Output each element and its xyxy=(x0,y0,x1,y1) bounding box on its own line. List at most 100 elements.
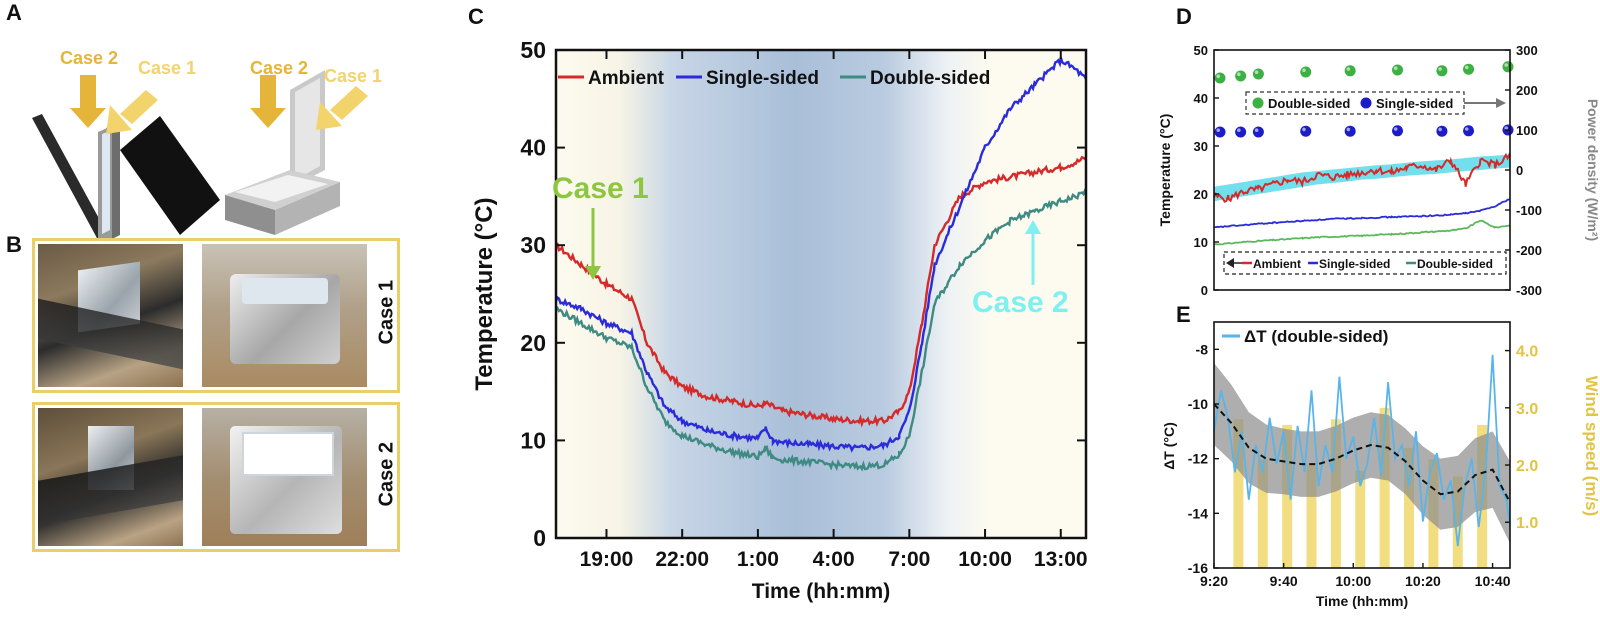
legend-e-delta: ΔT (double-sided) xyxy=(1244,327,1388,346)
chart-d-legend-top: Double-sided Single-sided xyxy=(1245,91,1506,115)
left-device xyxy=(32,114,220,254)
d-y2tick-label: -100 xyxy=(1516,203,1542,218)
d-power-point xyxy=(1392,64,1404,76)
d-power-point xyxy=(1300,66,1312,78)
d-power-point xyxy=(1436,125,1448,137)
e-wind-bar xyxy=(1233,419,1244,568)
case2-arrow-left xyxy=(70,75,106,128)
annotation-case1-label: Case 1 xyxy=(552,172,649,205)
d-power-point xyxy=(1235,126,1247,138)
panel-label-a: A xyxy=(6,0,22,25)
e-y2tick-label: 2.0 xyxy=(1516,458,1538,475)
d-power-point xyxy=(1344,125,1356,137)
d-y2tick-label: -300 xyxy=(1516,283,1542,298)
d-y2tick-label: -200 xyxy=(1516,243,1542,258)
annotation-case1: Case 1 xyxy=(552,172,649,280)
d-power-point xyxy=(1502,61,1514,73)
case1-label-right: Case 1 xyxy=(324,66,382,86)
legend-ambient: Ambient xyxy=(588,68,665,89)
photo-case2-left xyxy=(38,408,183,546)
d-y2tick-label: 300 xyxy=(1516,43,1538,58)
e-xtick-label: 10:40 xyxy=(1475,573,1511,589)
d-power-point xyxy=(1214,72,1226,84)
photo-case1-left xyxy=(38,244,183,387)
c-xtick-label: 7:00 xyxy=(888,548,930,571)
chart-c: 0 10 20 30 40 50 19:00 22:00 1:00 4:00 7:00 10:00 13… xyxy=(471,37,1088,603)
d-ytick-label: 40 xyxy=(1194,91,1208,106)
e-wind-bar xyxy=(1404,447,1415,568)
chart-e-ylabel: ΔT (°C) xyxy=(1161,422,1177,470)
chart-e-legend: ΔT (double-sided) xyxy=(1222,327,1388,346)
annotation-case2-label: Case 2 xyxy=(972,286,1069,319)
d-series-ambient xyxy=(1213,152,1511,203)
c-ytick-label: 50 xyxy=(520,37,546,63)
e-xtick-label: 9:40 xyxy=(1270,573,1298,589)
chart-d-legend-bottom: Ambient Single-sided Double-sided xyxy=(1223,251,1507,275)
chart-e: -16 -14 -12 -10 -8 1.0 2.0 3.0 4.0 9:20 9:40 10:00 1… xyxy=(1161,321,1600,609)
e-xtick-label: 10:00 xyxy=(1335,573,1371,589)
series-ambient xyxy=(555,155,1088,428)
d-y2tick-label: 0 xyxy=(1516,163,1523,178)
photo-case2-right xyxy=(202,408,367,546)
e-ytick-label: -8 xyxy=(1196,341,1209,357)
d-ytick-label: 20 xyxy=(1194,187,1208,202)
chart-c-frame xyxy=(554,48,1088,540)
chart-d-ylabel: Temperature (°C) xyxy=(1157,114,1173,227)
panel-label-d: D xyxy=(1176,4,1192,29)
case1-vertical-label: Case 1 xyxy=(375,280,398,345)
annotation-case2: Case 2 xyxy=(972,220,1069,319)
e-xtick-label: 10:20 xyxy=(1405,573,1441,589)
chart-e-content xyxy=(1213,354,1511,568)
e-wind-bar xyxy=(1257,459,1268,568)
legend-d-single: Single-sided xyxy=(1319,257,1390,271)
d-power-point xyxy=(1392,125,1404,137)
chart-c-legend: Ambient Single-sided Double-sided xyxy=(558,68,990,89)
series-single-sided xyxy=(554,57,1088,453)
chart-e-frame xyxy=(1213,321,1511,569)
e-ytick-label: -10 xyxy=(1188,396,1208,412)
c-xtick-label: 19:00 xyxy=(580,548,634,571)
photo-frame-case1: Case 1 xyxy=(32,238,400,393)
case1-arrow-left xyxy=(106,90,158,134)
series-double-sided xyxy=(555,188,1087,472)
d-ytick-label: 0 xyxy=(1201,283,1208,298)
c-ytick-label: 0 xyxy=(533,525,546,551)
photo-frame-case2: Case 2 xyxy=(32,402,400,552)
e-wind-bar xyxy=(1282,424,1293,568)
e-wind-bar xyxy=(1379,407,1390,568)
case2-arrow-right xyxy=(250,75,286,128)
e-wind-bar xyxy=(1306,465,1317,568)
c-xtick-label: 1:00 xyxy=(737,548,779,571)
d-y2tick-label: 200 xyxy=(1516,83,1538,98)
chart-d-y2label: Power density (W/m²) xyxy=(1585,99,1600,241)
e-fit-line xyxy=(1213,403,1511,503)
d-y2tick-label: 100 xyxy=(1516,123,1538,138)
chart-d: 0 10 20 30 40 50 -300 -200 -100 0 100 200 300 Double… xyxy=(1157,43,1600,298)
d-power-point xyxy=(1344,65,1356,77)
d-ytick-label: 10 xyxy=(1194,235,1208,250)
case2-label-right: Case 2 xyxy=(250,58,308,78)
c-ytick-label: 20 xyxy=(520,330,546,356)
right-device xyxy=(225,70,340,235)
chart-c-xlabel: Time (hh:mm) xyxy=(752,580,890,603)
d-power-point xyxy=(1436,65,1448,77)
c-xtick-label: 10:00 xyxy=(958,548,1012,571)
legend-d-single-sided: Single-sided xyxy=(1376,96,1453,111)
chart-c-lines xyxy=(554,57,1088,472)
d-power-point xyxy=(1252,68,1264,80)
e-y2tick-label: 4.0 xyxy=(1516,344,1538,361)
c-ytick-label: 40 xyxy=(520,135,546,161)
e-wind-bar xyxy=(1330,419,1341,568)
chart-d-content xyxy=(1213,61,1514,246)
panel-label-e: E xyxy=(1176,302,1191,327)
d-power-point xyxy=(1300,125,1312,137)
c-ytick-label: 30 xyxy=(520,232,546,258)
c-xtick-label: 22:00 xyxy=(655,548,709,571)
legend-single-sided: Single-sided xyxy=(706,68,819,89)
e-ytick-label: -12 xyxy=(1188,451,1208,467)
case1-arrow-right xyxy=(316,86,368,130)
e-ytick-label: -16 xyxy=(1188,560,1208,576)
panel-label-c: C xyxy=(468,4,484,29)
d-power-point xyxy=(1463,125,1475,137)
d-ytick-label: 50 xyxy=(1194,43,1208,58)
